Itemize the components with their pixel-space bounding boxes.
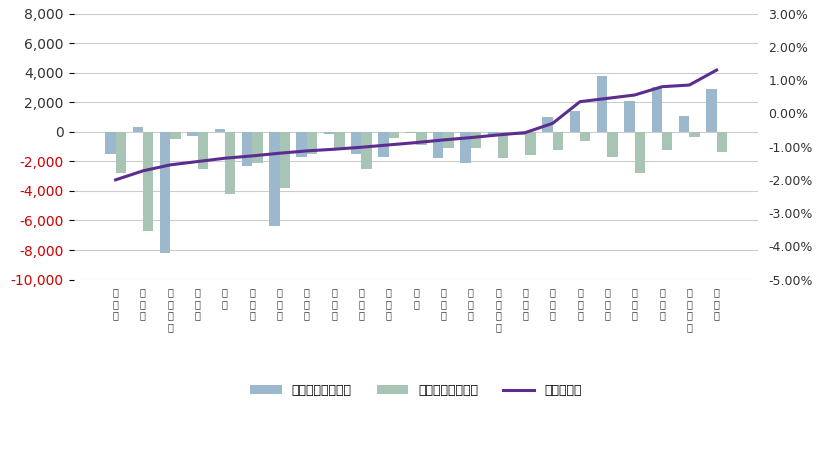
総数増減率 — [602, 96, 612, 101]
総数増減率 — [166, 162, 176, 168]
総数増減率 — [138, 168, 147, 174]
Bar — [607, 132, 618, 157]
Bar — [160, 132, 171, 253]
総数増減率 — [411, 140, 421, 145]
Bar — [133, 127, 143, 132]
Bar — [706, 89, 717, 132]
Bar — [569, 111, 580, 132]
総数増減率 — [685, 83, 695, 88]
総数増減率 — [657, 84, 667, 89]
Bar — [225, 132, 236, 194]
Bar — [362, 132, 372, 169]
Bar — [679, 115, 690, 132]
Bar — [307, 132, 317, 154]
Bar — [324, 132, 335, 134]
Bar — [471, 132, 481, 148]
総数増減率 — [384, 142, 394, 147]
Bar — [351, 132, 362, 154]
Bar — [488, 132, 498, 135]
総数増減率 — [521, 130, 531, 135]
総数増減率 — [548, 120, 558, 126]
総数増減率 — [330, 147, 339, 152]
総数増減率 — [630, 92, 639, 98]
総数増減率 — [220, 156, 230, 161]
Bar — [335, 132, 344, 150]
総数増減率 — [438, 137, 448, 143]
Bar — [241, 132, 252, 166]
総数増減率 — [247, 153, 257, 159]
Bar — [461, 132, 471, 163]
Bar — [662, 132, 672, 150]
Bar — [115, 132, 126, 173]
Bar — [389, 132, 399, 138]
総数増減率 — [110, 177, 120, 183]
Bar — [443, 132, 454, 148]
総数増減率 — [302, 148, 311, 154]
Bar — [171, 132, 180, 139]
Bar — [580, 132, 591, 141]
総数増減率 — [274, 151, 284, 156]
Bar — [214, 129, 225, 132]
Bar — [143, 132, 153, 231]
Bar — [717, 132, 727, 152]
Line: 総数増減率: 総数増減率 — [115, 70, 717, 180]
Bar — [652, 87, 662, 132]
Bar — [553, 132, 563, 150]
Bar — [634, 132, 645, 173]
Bar — [625, 101, 634, 132]
Bar — [433, 132, 443, 158]
Bar — [498, 132, 508, 158]
Bar — [198, 132, 208, 169]
総数増減率 — [575, 99, 585, 104]
Bar — [378, 132, 389, 157]
Bar — [690, 132, 700, 137]
Bar — [269, 132, 279, 226]
総数増減率 — [712, 67, 722, 73]
Bar — [279, 132, 290, 188]
Bar — [526, 132, 536, 156]
Bar — [542, 117, 553, 132]
総数増減率 — [493, 132, 503, 138]
総数増減率 — [466, 135, 475, 140]
Bar — [597, 76, 607, 132]
総数増減率 — [193, 159, 203, 164]
Bar — [252, 132, 263, 163]
総数増減率 — [357, 144, 367, 150]
Bar — [515, 132, 526, 135]
Bar — [297, 132, 307, 157]
Bar — [187, 132, 198, 136]
Legend: 増減数（日本人）, 増減数（外国人）, 総数増減率: 増減数（日本人）, 増減数（外国人）, 総数増減率 — [246, 379, 587, 402]
Bar — [405, 132, 416, 133]
Bar — [416, 132, 427, 145]
Bar — [105, 132, 115, 154]
